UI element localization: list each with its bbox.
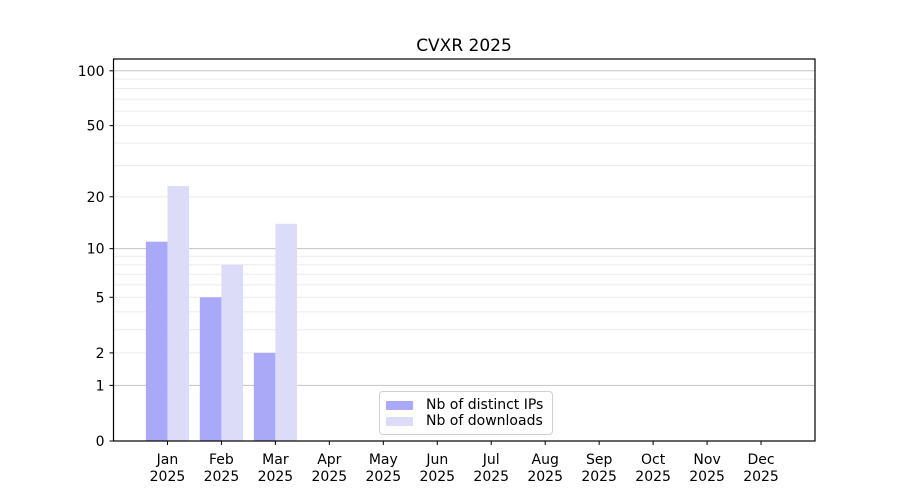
x-tick-label: Apr 2025 [312, 452, 348, 485]
bar-feb-distinct-ips [199, 297, 222, 441]
y-tick-label: 0 [96, 434, 105, 450]
legend: Nb of distinct IPs Nb of downloads [379, 391, 554, 435]
bar-mar-distinct-ips [253, 352, 276, 441]
axes-frame [112, 58, 816, 442]
legend-label-distinct-ips: Nb of distinct IPs [426, 397, 544, 413]
bar-mar-downloads [275, 223, 297, 441]
x-tick-labels: Jan 2025 Feb 2025 Mar 2025 Apr 2025 May 2025 Jun 20… [150, 452, 779, 485]
y-tick-labels: 0 1 2 5 10 20 50 100 [78, 64, 105, 450]
x-tick-label: Oct 2025 [635, 452, 671, 485]
y-ticks [109, 70, 114, 442]
x-tick-label: Nov 2025 [689, 452, 725, 485]
x-tick-label: Jul 2025 [473, 452, 509, 485]
x-tick-label: Dec 2025 [743, 452, 779, 485]
bar-jan-downloads [167, 186, 190, 441]
x-tick-label: Jan 2025 [150, 452, 186, 485]
bars [145, 186, 297, 441]
y-tick-label: 50 [87, 119, 105, 135]
legend-item-distinct-ips: Nb of distinct IPs [386, 397, 543, 413]
bar-feb-downloads [221, 264, 244, 441]
y-tick-label: 2 [96, 346, 105, 362]
y-tick-label: 5 [96, 290, 105, 306]
x-tick-label: Feb 2025 [204, 452, 240, 485]
x-ticks [166, 441, 762, 445]
x-tick-label: Aug 2025 [527, 452, 563, 485]
y-tick-label: 100 [78, 64, 105, 80]
y-tick-label: 20 [87, 190, 105, 206]
x-tick-label: Jun 2025 [419, 452, 455, 485]
legend-swatch-downloads [386, 416, 413, 426]
legend-label-downloads: Nb of downloads [426, 413, 543, 429]
y-tick-label: 1 [96, 378, 105, 394]
chart-title: CVXR 2025 [416, 36, 512, 56]
x-tick-label: Sep 2025 [581, 452, 617, 485]
y-tick-label: 10 [87, 242, 105, 258]
x-tick-label: Mar 2025 [258, 452, 294, 485]
x-tick-label: May 2025 [365, 452, 401, 485]
bar-jan-distinct-ips [145, 241, 168, 441]
legend-swatch-distinct-ips [386, 400, 413, 410]
legend-item-downloads: Nb of downloads [386, 413, 543, 429]
